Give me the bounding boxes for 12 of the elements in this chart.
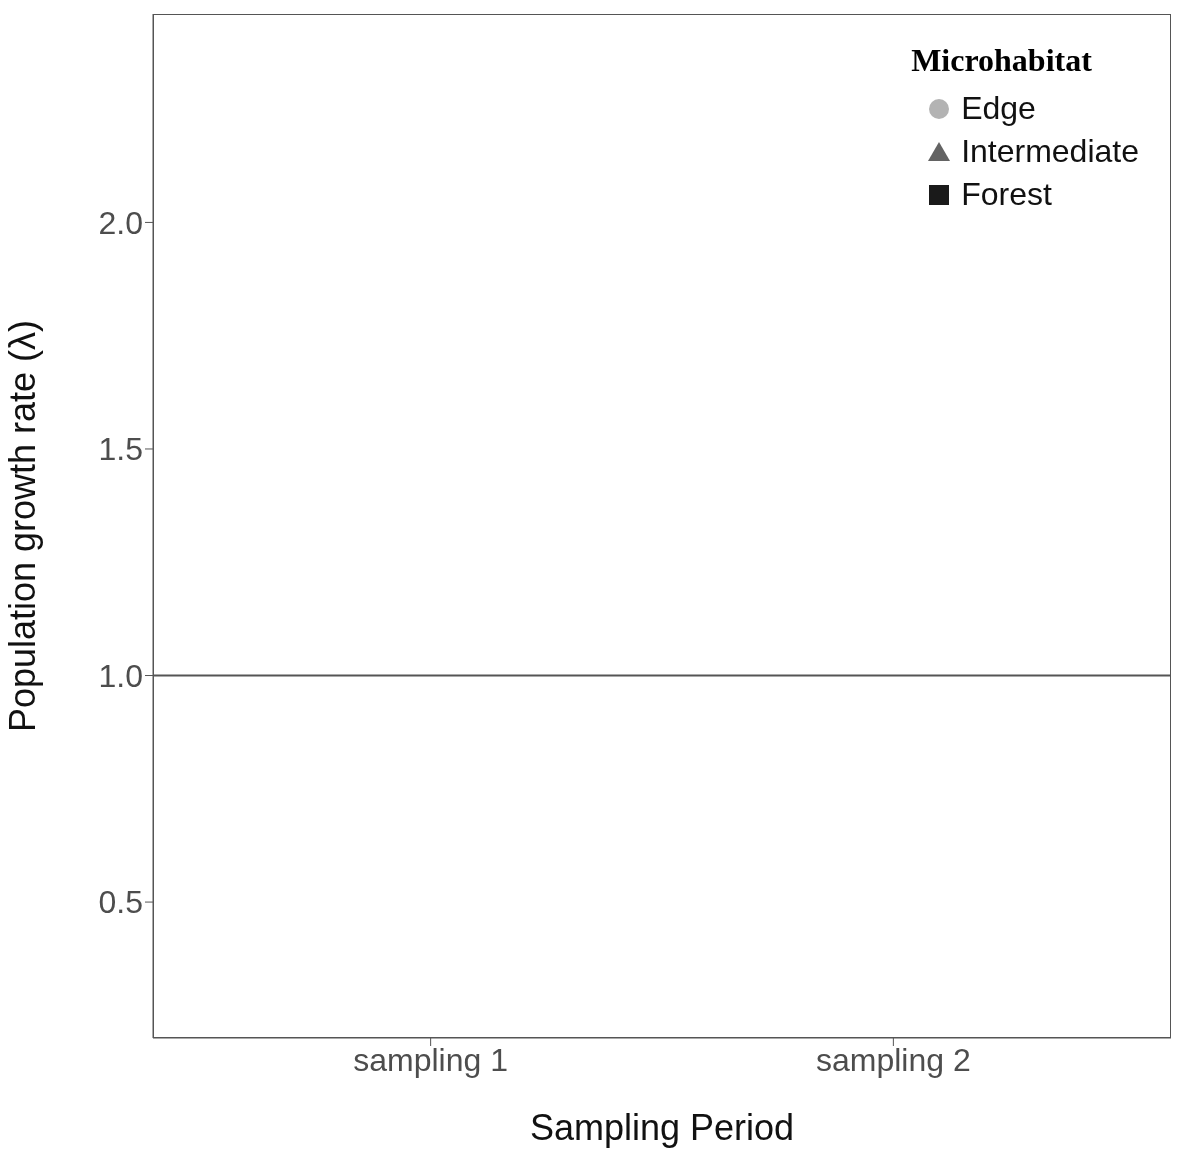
x-axis-title: Sampling Period <box>529 1107 795 1148</box>
y-tick-label: 1.0 <box>98 657 143 694</box>
y-tick-label: 2.0 <box>98 204 143 241</box>
legend-label: Forest <box>961 175 1052 214</box>
y-tick-label: 0.5 <box>98 884 143 921</box>
x-tick-label: sampling 2 <box>815 1041 971 1078</box>
legend-label: Intermediate <box>961 132 1139 171</box>
y-tick-label: 1.5 <box>98 431 143 468</box>
legend-title: Microhabitat <box>911 42 1093 79</box>
x-tick-label: sampling 1 <box>353 1041 509 1078</box>
legend-label: Edge <box>961 89 1036 128</box>
y-axis-title: Population growth rate (λ) <box>1 319 43 733</box>
